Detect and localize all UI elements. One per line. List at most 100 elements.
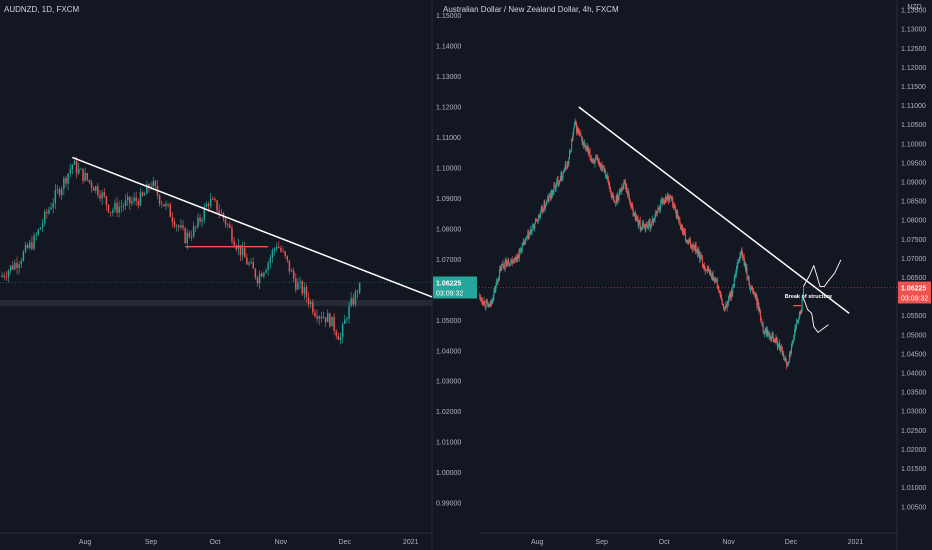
- right-candle-body: [751, 285, 753, 288]
- right-candle-body: [646, 224, 648, 226]
- left-candle-body: [212, 199, 214, 200]
- right-candle-body: [723, 305, 725, 308]
- right-candle-body: [593, 160, 595, 162]
- right-candle-body: [596, 157, 598, 160]
- left-y-tick-label: 1.12000: [436, 105, 461, 112]
- right-candle-body: [669, 195, 671, 199]
- right-y-tick-label: 1.02000: [901, 447, 926, 454]
- right-candle-body: [708, 269, 710, 271]
- right-candle-body: [602, 167, 604, 169]
- left-candle-body: [122, 206, 125, 207]
- right-x-tick-label: Nov: [722, 539, 735, 546]
- right-candle-body: [797, 320, 799, 323]
- right-candle-body: [535, 218, 537, 224]
- left-y-tick-label: 1.01000: [436, 440, 461, 447]
- left-candle-body: [160, 203, 163, 205]
- right-candle-body: [648, 220, 650, 223]
- right-candle-body: [576, 127, 578, 133]
- right-candle-body: [690, 246, 692, 247]
- right-candle-body: [530, 229, 532, 232]
- right-candle-body: [685, 239, 687, 241]
- left-y-tick-label: 0.99000: [436, 501, 461, 508]
- left-candle-body: [197, 217, 199, 228]
- right-candle-body: [544, 203, 546, 209]
- right-candle-body: [578, 132, 580, 134]
- right-candle-body: [745, 268, 747, 271]
- right-candle-body: [552, 190, 554, 192]
- left-candle-body: [214, 199, 216, 201]
- right-countdown-box: [898, 292, 931, 304]
- right-candle-body: [704, 266, 706, 269]
- right-candle-body: [687, 241, 689, 244]
- right-candle-body: [803, 287, 805, 295]
- right-candle-body: [652, 218, 654, 223]
- left-candle-body: [41, 223, 44, 228]
- right-candle-body: [663, 200, 665, 203]
- right-candle-body: [640, 227, 642, 229]
- right-candle-body: [564, 164, 566, 171]
- right-candle-body: [781, 349, 783, 356]
- right-candle-body: [793, 332, 795, 340]
- right-candle-body: [709, 269, 711, 275]
- right-candle-body: [612, 196, 614, 201]
- left-candle-body: [344, 319, 346, 324]
- left-candle-body: [324, 317, 327, 323]
- left-candle-body: [292, 270, 295, 279]
- left-candle-body: [184, 228, 186, 244]
- left-candle-body: [48, 209, 50, 214]
- right-candle-body: [537, 220, 539, 222]
- right-candle-body: [747, 277, 749, 280]
- left-candle-body: [337, 335, 340, 340]
- left-candle-body: [20, 260, 23, 265]
- right-candle-body: [614, 202, 616, 204]
- right-x-tick-label: Aug: [531, 539, 544, 546]
- left-candle-body: [316, 316, 318, 319]
- right-candle-body: [584, 143, 586, 148]
- right-candle-body: [756, 294, 758, 306]
- left-candle-body: [218, 210, 220, 213]
- right-candle-body: [641, 223, 643, 230]
- right-candle-body: [659, 208, 661, 210]
- left-candle-body: [263, 272, 265, 277]
- right-candle-body: [532, 225, 534, 227]
- right-projection-path: [802, 297, 829, 333]
- left-candle-body: [258, 273, 261, 284]
- left-candle-body: [288, 260, 291, 272]
- right-candle-body: [520, 250, 522, 251]
- right-candle-body: [512, 262, 514, 264]
- right-currency-label: NZD: [907, 4, 921, 11]
- left-candle-body: [163, 204, 165, 207]
- right-candle-body: [752, 287, 754, 291]
- right-candle-body: [665, 197, 667, 200]
- left-candle-body: [246, 257, 248, 265]
- right-candle-body: [608, 183, 610, 186]
- left-candle-body: [216, 200, 218, 211]
- right-candle-body: [597, 157, 599, 160]
- right-candle-body: [773, 338, 775, 340]
- right-candle-body: [733, 284, 735, 287]
- left-y-tick-label: 1.09000: [436, 196, 461, 203]
- right-candle-body: [800, 310, 802, 314]
- left-candle-body: [31, 242, 33, 249]
- right-candle-body: [523, 240, 525, 243]
- right-candle-body: [479, 294, 481, 297]
- right-candle-body: [541, 206, 543, 210]
- right-candle-body: [730, 293, 732, 298]
- right-candle-body: [606, 175, 608, 177]
- left-candle-body: [73, 161, 76, 165]
- left-candle-body: [305, 286, 308, 298]
- right-candle-body: [697, 250, 699, 254]
- right-candle-body: [774, 339, 776, 343]
- right-candle-body: [677, 211, 679, 217]
- left-candle-body: [43, 211, 46, 224]
- right-candle-body: [698, 250, 700, 254]
- right-candle-body: [769, 336, 771, 337]
- right-candle-body: [600, 164, 602, 168]
- right-candle-body: [604, 171, 606, 172]
- right-candle-body: [699, 255, 701, 260]
- right-candle-body: [795, 327, 797, 329]
- right-candle-body: [780, 346, 782, 348]
- right-candle-body: [664, 202, 666, 204]
- right-candle-body: [564, 170, 566, 172]
- right-candle-body: [701, 256, 703, 259]
